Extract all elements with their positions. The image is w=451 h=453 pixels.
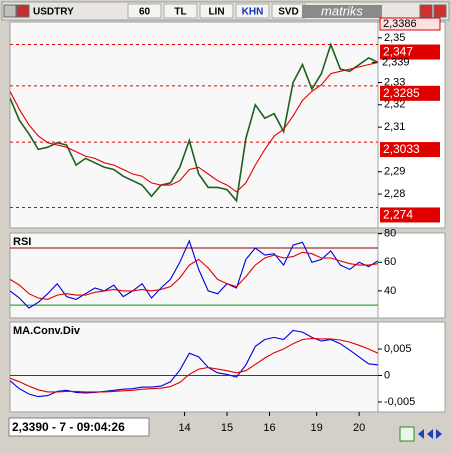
status: 2,3390 - 7 - 09:04:26 <box>12 420 125 434</box>
left-arrow[interactable] <box>418 429 424 439</box>
brand-box <box>302 5 382 18</box>
status-box <box>8 417 150 437</box>
panel-bg <box>9 21 379 229</box>
left-arrow[interactable] <box>427 429 433 439</box>
icon[interactable] <box>3 4 17 18</box>
y-tick-label: 60 <box>384 256 396 268</box>
series-line <box>10 337 378 393</box>
x-tick-label: 20 <box>353 422 365 434</box>
x-tick-label: 14 <box>178 422 190 434</box>
toolbar-button[interactable] <box>199 3 234 19</box>
y-tick-label: 0,005 <box>384 343 412 355</box>
toolbar-button[interactable] <box>235 3 270 19</box>
toolbar-label: LIN <box>208 7 224 18</box>
toolbar-label: 60 <box>139 7 151 18</box>
toolbar-button[interactable] <box>163 3 198 19</box>
panel-bg <box>9 232 379 319</box>
toolbar-label: SVD <box>278 7 299 18</box>
y-tick-label: -0,005 <box>384 396 415 408</box>
level-box <box>380 207 440 223</box>
level-box <box>380 44 440 60</box>
refresh-button[interactable] <box>399 426 415 442</box>
brand: matriks <box>321 3 363 18</box>
close-button[interactable] <box>433 4 447 18</box>
axis-bg <box>377 232 446 319</box>
y-tick-label: 80 <box>384 228 396 240</box>
y-tick-label: 0 <box>384 369 390 381</box>
level-label: 2,3285 <box>383 86 420 100</box>
panel-title: MA.Conv.Div <box>13 325 81 337</box>
y-tick-label: 40 <box>384 285 396 297</box>
y-tick-label: 2,32 <box>384 99 405 111</box>
x-tick-label: 16 <box>263 422 275 434</box>
y-tick-label: 2,28 <box>384 188 405 200</box>
level-label: 2,274 <box>383 208 413 222</box>
y-tick-label: 2,31 <box>384 121 405 133</box>
series-line <box>10 61 378 193</box>
right-arrow[interactable] <box>436 429 442 439</box>
last-price-label: 2,339 <box>382 56 410 68</box>
icon[interactable] <box>16 4 30 18</box>
toolbar-items: 60 TL LIN KHN SVD <box>127 3 306 19</box>
level-label: 2,3033 <box>383 142 420 156</box>
cursor-label: 2,3386 <box>383 18 417 30</box>
level-label: 2,347 <box>383 45 413 59</box>
toolbar-button[interactable] <box>127 3 162 19</box>
axis-bg <box>377 321 446 413</box>
series-line <box>10 251 378 300</box>
x-tick-label: 19 <box>311 422 323 434</box>
series-line <box>10 42 378 203</box>
panel-title: RSI <box>13 236 31 248</box>
cursor-box <box>379 17 441 31</box>
window-button[interactable] <box>419 4 433 18</box>
symbol[interactable]: USDTRY <box>33 7 74 18</box>
toolbar-label: TL <box>174 7 186 18</box>
toolbar-label: KHN <box>242 7 264 18</box>
level-box <box>380 142 440 158</box>
x-tick-label: 15 <box>221 422 233 434</box>
y-tick-label: 2,29 <box>384 166 405 178</box>
series-line <box>10 239 378 309</box>
y-tick-label: 2,33 <box>384 76 405 88</box>
y-tick-label: 2,35 <box>384 32 405 44</box>
panel-bg <box>9 321 379 413</box>
level-box <box>380 85 440 101</box>
